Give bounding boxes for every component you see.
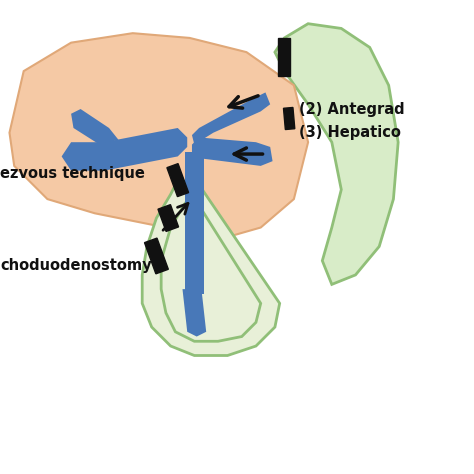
Text: ezvous technique: ezvous technique	[0, 165, 145, 181]
Polygon shape	[192, 137, 273, 166]
Polygon shape	[275, 24, 398, 284]
Polygon shape	[142, 175, 280, 356]
Polygon shape	[71, 109, 118, 145]
Bar	[158, 205, 179, 231]
Polygon shape	[182, 289, 206, 337]
Polygon shape	[62, 128, 187, 171]
Text: (2) Antegrad: (2) Antegrad	[299, 101, 404, 117]
Bar	[279, 38, 290, 76]
Polygon shape	[185, 152, 204, 294]
Text: choduodenostomy: choduodenostomy	[0, 258, 152, 273]
Polygon shape	[192, 92, 270, 145]
Polygon shape	[9, 33, 308, 237]
Text: (3) Hepatico: (3) Hepatico	[299, 125, 401, 140]
Bar	[283, 108, 295, 129]
Bar	[145, 238, 168, 274]
Bar	[167, 164, 189, 197]
